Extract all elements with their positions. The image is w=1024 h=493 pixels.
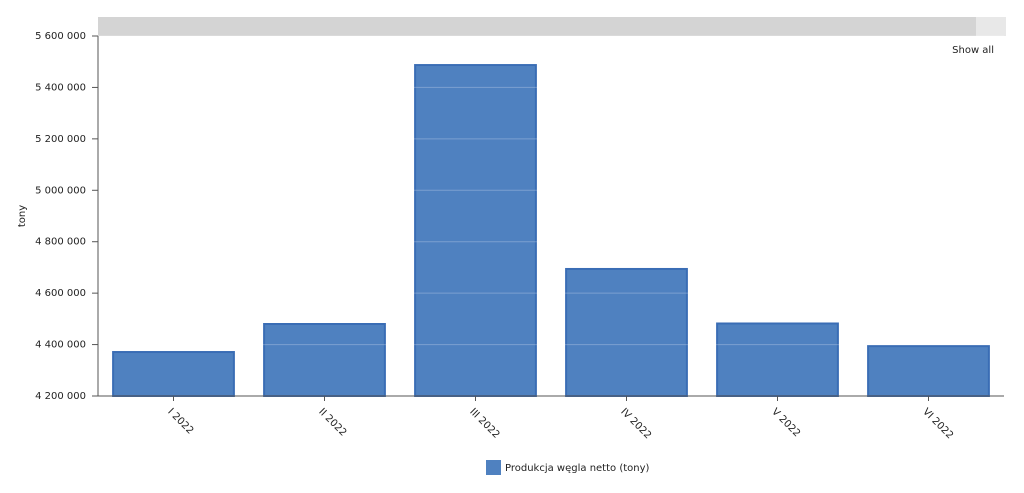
y-axis-label: tony: [17, 205, 28, 227]
bar: [716, 322, 839, 397]
y-tick-label: 4 200 000: [35, 391, 86, 402]
x-tick-label: II 2022: [316, 406, 348, 438]
y-tick-label: 4 400 000: [35, 340, 86, 351]
bar: [263, 323, 386, 397]
y-tick-label: 5 600 000: [35, 31, 86, 42]
y-tick-label: 5 400 000: [35, 82, 86, 93]
x-tick-label: VI 2022: [920, 406, 955, 441]
x-tick-label: III 2022: [467, 406, 501, 440]
x-tick-label: V 2022: [769, 406, 802, 439]
y-tick-label: 5 200 000: [35, 134, 86, 145]
x-tick-label: IV 2022: [618, 406, 653, 441]
x-tick-label: I 2022: [165, 406, 195, 436]
legend-label: Produkcja węgla netto (tony): [505, 463, 650, 474]
bar: [867, 345, 990, 398]
y-tick-label: 4 800 000: [35, 237, 86, 248]
y-tick-label: 4 600 000: [35, 288, 86, 299]
scrollbar-thumb[interactable]: [98, 17, 976, 36]
bar: [112, 351, 235, 397]
bar: [414, 64, 537, 398]
show-all-button[interactable]: Show all: [952, 45, 994, 56]
y-tick-label: 5 000 000: [35, 185, 86, 196]
bar: [565, 267, 688, 398]
legend-swatch: [486, 460, 501, 475]
